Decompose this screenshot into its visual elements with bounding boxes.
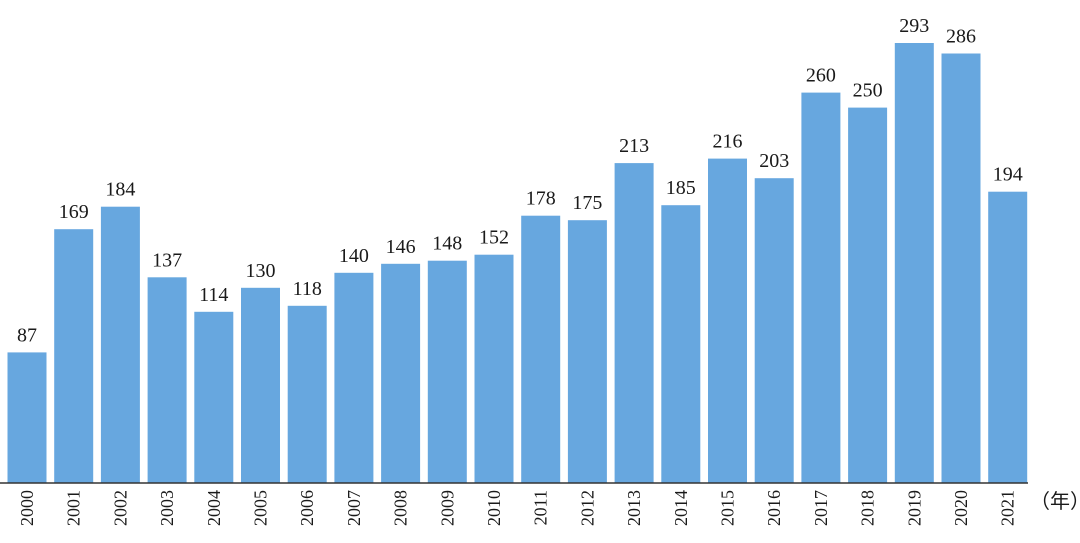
value-label-2018: 250 — [853, 80, 883, 102]
bar-2013 — [614, 163, 654, 483]
bar-2004 — [194, 311, 234, 483]
bar-2007 — [334, 272, 374, 483]
value-label-2013: 213 — [619, 135, 649, 157]
x-tick-label-2013: 2013 — [624, 490, 644, 526]
x-tick-label-2014: 2014 — [671, 490, 691, 526]
bar-2000 — [7, 352, 47, 483]
value-label-2014: 185 — [666, 177, 696, 199]
x-tick-label-2000: 2000 — [17, 490, 37, 526]
bar-2001 — [54, 229, 94, 483]
x-tick-label-2020: 2020 — [951, 490, 971, 526]
x-tick-label-2009: 2009 — [437, 490, 457, 526]
bar-2018 — [848, 107, 888, 483]
x-tick-label-2005: 2005 — [251, 490, 271, 526]
x-tick-label-2004: 2004 — [204, 490, 224, 526]
x-tick-label-2021: 2021 — [998, 490, 1018, 526]
value-label-2006: 118 — [293, 278, 322, 300]
bar-2012 — [567, 220, 607, 483]
x-tick-label-2008: 2008 — [391, 490, 411, 526]
x-tick-label-2019: 2019 — [904, 490, 924, 526]
bar-2020 — [941, 53, 981, 483]
value-label-2005: 130 — [246, 260, 276, 282]
bar-2019 — [894, 43, 934, 483]
value-label-2015: 216 — [713, 131, 743, 153]
x-tick-label-2001: 2001 — [64, 490, 84, 526]
bar-2003 — [147, 277, 187, 483]
bar-2014 — [661, 205, 701, 483]
value-label-2001: 169 — [59, 201, 89, 223]
value-labels-group: 87 169 184 137 114 130 118 140 146 148 152 178 175 21… — [17, 15, 1023, 346]
x-tick-labels-group: 2000 2001 2002 2003 2004 2005 2006 2007 2008 2009… — [17, 490, 1018, 526]
bar-2015 — [708, 158, 747, 483]
value-label-2002: 184 — [105, 179, 135, 201]
bar-2005 — [241, 287, 280, 483]
value-label-2004: 114 — [199, 284, 228, 306]
value-label-2019: 293 — [899, 15, 929, 37]
bar-2011 — [521, 215, 561, 483]
value-label-2016: 203 — [759, 150, 789, 172]
value-label-2021: 194 — [993, 164, 1023, 186]
bar-2016 — [754, 178, 794, 483]
value-label-2020: 286 — [946, 26, 976, 48]
x-tick-label-2002: 2002 — [110, 490, 130, 526]
x-tick-label-2015: 2015 — [718, 490, 738, 526]
x-tick-label-2012: 2012 — [577, 490, 597, 526]
value-label-2003: 137 — [152, 249, 182, 271]
bar-2006 — [287, 305, 327, 483]
value-label-2012: 175 — [572, 192, 602, 214]
value-label-2000: 87 — [17, 324, 37, 346]
x-tick-label-2003: 2003 — [157, 490, 177, 526]
value-label-2010: 152 — [479, 227, 509, 249]
bar-2008 — [381, 263, 421, 483]
bar-2017 — [801, 92, 841, 483]
bar-2021 — [988, 191, 1028, 483]
value-label-2017: 260 — [806, 65, 836, 87]
x-tick-label-2007: 2007 — [344, 490, 364, 526]
x-tick-label-2017: 2017 — [811, 490, 831, 526]
bar-2009 — [427, 260, 467, 483]
bar-2010 — [474, 254, 514, 483]
x-tick-label-2010: 2010 — [484, 490, 504, 526]
x-tick-label-2006: 2006 — [297, 490, 317, 526]
x-tick-label-2016: 2016 — [764, 490, 784, 526]
value-label-2007: 140 — [339, 245, 369, 267]
bar-2002 — [100, 206, 140, 483]
value-label-2008: 146 — [386, 236, 416, 258]
bars-group — [7, 43, 1028, 483]
value-label-2011: 178 — [526, 188, 556, 210]
x-axis-unit-label: （年） — [1030, 489, 1080, 513]
value-label-2009: 148 — [432, 233, 462, 255]
x-tick-label-2011: 2011 — [531, 490, 551, 525]
x-tick-label-2018: 2018 — [858, 490, 878, 526]
